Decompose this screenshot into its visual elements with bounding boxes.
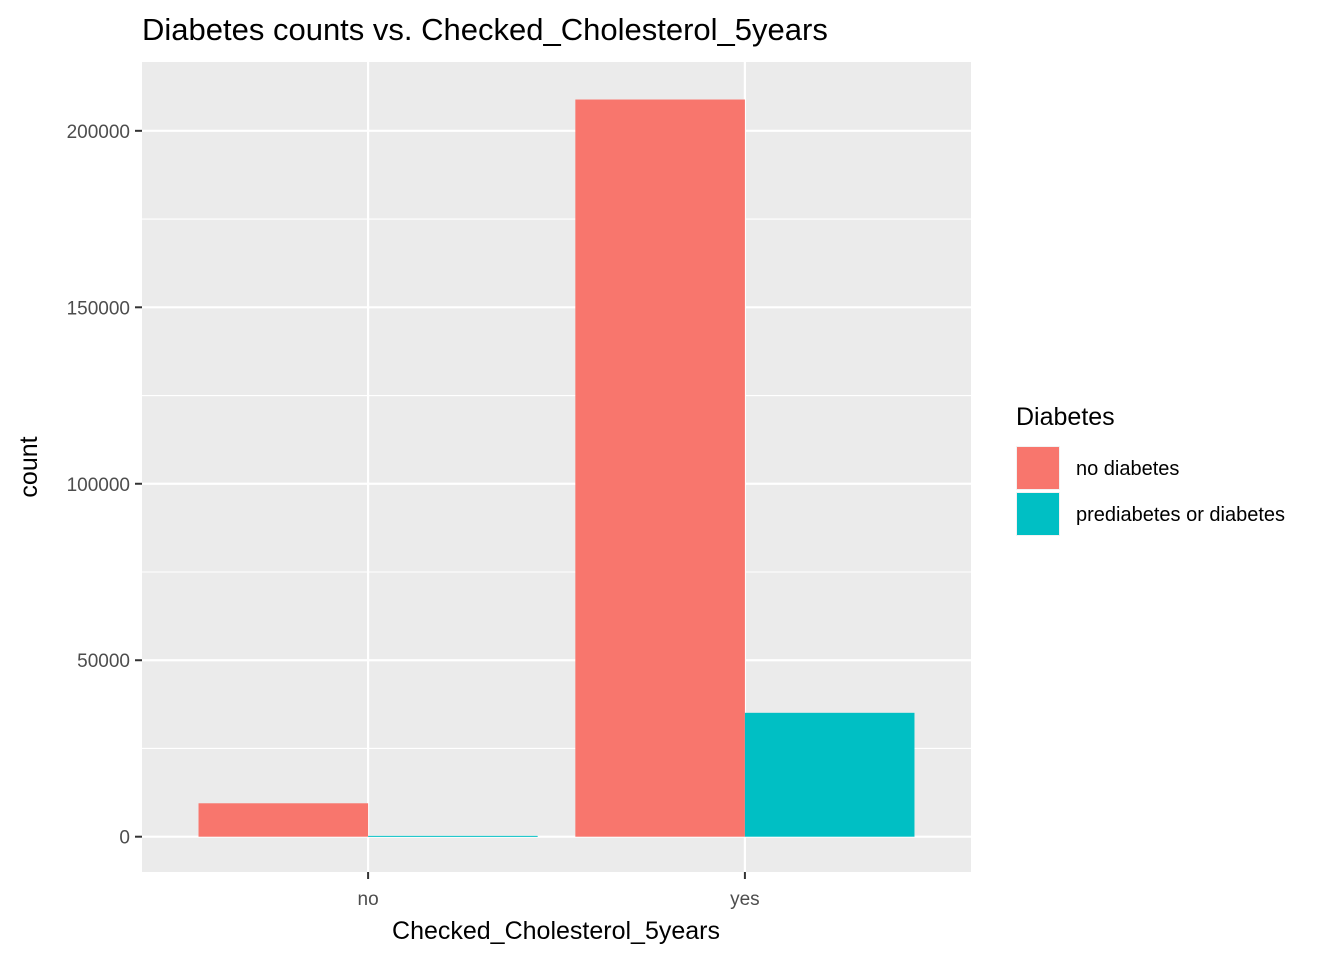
x-axis-title: Checked_Cholesterol_5years — [392, 917, 720, 945]
legend-key-1 — [1017, 493, 1059, 535]
y-tick-label: 200000 — [67, 122, 130, 143]
x-axis: no yes — [358, 872, 760, 910]
y-tick-label: 100000 — [67, 475, 130, 496]
bar-yes-1 — [744, 712, 915, 837]
bar-yes-0 — [575, 99, 745, 837]
y-axis: 0 50000 100000 150000 200000 — [67, 122, 142, 849]
x-tick-label-yes: yes — [730, 889, 760, 910]
y-tick-label: 150000 — [67, 298, 130, 319]
legend-label-0: no diabetes — [1076, 458, 1179, 480]
bars — [198, 99, 915, 837]
legend: Diabetes no diabetes prediabetes or diabe… — [1016, 403, 1285, 536]
y-tick-label: 0 — [119, 828, 130, 849]
legend-title: Diabetes — [1016, 403, 1115, 431]
y-tick-label: 50000 — [77, 651, 130, 672]
bar-no-0 — [198, 803, 369, 837]
bar-no-1 — [368, 835, 538, 837]
legend-key-0 — [1017, 447, 1059, 489]
chart-title: Diabetes counts vs. Checked_Cholesterol_… — [142, 12, 828, 47]
legend-label-1: prediabetes or diabetes — [1076, 504, 1285, 526]
y-axis-title: count — [15, 436, 43, 497]
x-tick-label-no: no — [358, 889, 379, 910]
